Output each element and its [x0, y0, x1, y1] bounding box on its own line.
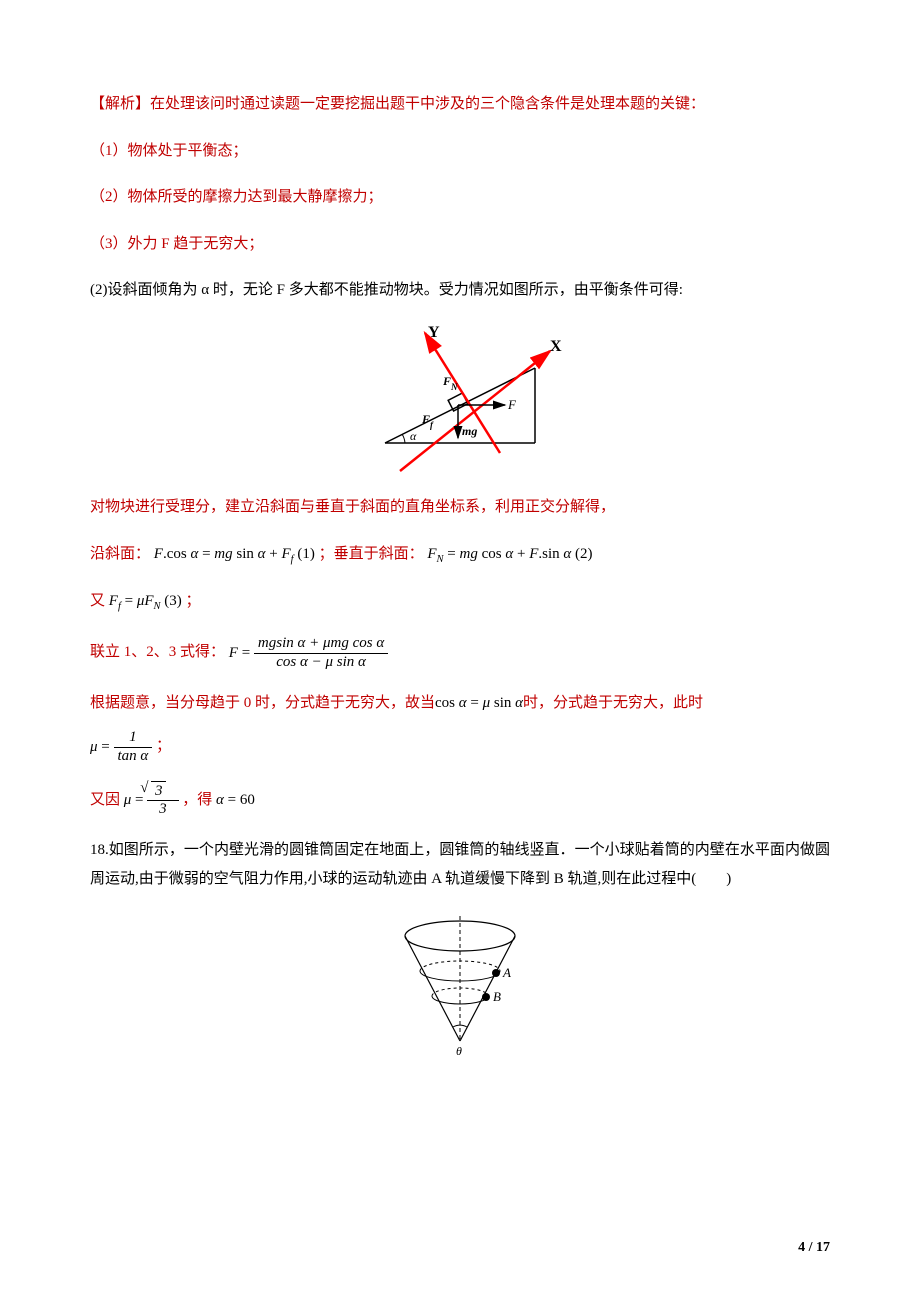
part2-intro: (2)设斜面倾角为 α 时，无论 F 多大都不能推动物块。受力情况如图所示，由平…	[90, 276, 830, 305]
eq-along-label: 沿斜面：	[90, 546, 150, 562]
incline-svg: α X Y F mg FN Ff	[350, 323, 570, 483]
eq-ff-label: 又	[90, 593, 105, 609]
combine-line: 联立 1、2、3 式得： F = mgsin α + μmg cos α cos…	[90, 635, 830, 671]
eq-ff-tail: ；	[186, 593, 201, 609]
eq-ff-line: 又 Ff = μFN (3) ；	[90, 587, 830, 617]
eq-perp-label: ；垂直于斜面：	[319, 546, 424, 562]
mu-tail: ；	[156, 739, 171, 755]
figure-cone: A B θ	[90, 911, 830, 1072]
y-axis-label: Y	[428, 324, 440, 341]
q18-text: 18.如图所示，一个内壁光滑的圆锥筒固定在地面上，圆锥筒的轴线竖直．一个小球贴着…	[90, 836, 830, 893]
mg-label: mg	[462, 424, 477, 438]
ff-label: Ff	[421, 412, 434, 430]
page-current: 4	[798, 1240, 805, 1255]
mu-line: μ = 1 tan α ；	[90, 729, 830, 765]
cone-b-label: B	[493, 989, 501, 1004]
alpha-label: α	[410, 429, 417, 443]
also-den: 3	[147, 801, 178, 818]
mu-num: 1	[114, 729, 153, 747]
equations-line: 沿斜面： F.cos α = mg sin α + Ff (1) ；垂直于斜面：…	[90, 540, 830, 570]
x-axis-label: X	[550, 338, 562, 355]
page-sep: /	[809, 1240, 813, 1255]
figure-incline: α X Y F mg FN Ff	[90, 323, 830, 494]
cone-a-label: A	[502, 965, 511, 980]
condition-3: （3）外力 F 趋于无穷大；	[90, 230, 830, 259]
meaning-line: 根据题意，当分母趋于 0 时，分式趋于无穷大，故当cos α = μ sin α…	[90, 689, 830, 718]
cone-svg: A B θ	[390, 911, 530, 1061]
also-line: 又因 μ = 3 √ 3 ，得 α = 60	[90, 783, 830, 819]
page: 【解析】在处理该问时通过读题一定要挖掘出题干中涉及的三个隐含条件是处理本题的关键…	[0, 0, 920, 1302]
solution-heading: 【解析】在处理该问时通过读题一定要挖掘出题干中涉及的三个隐含条件是处理本题的关键…	[90, 90, 830, 119]
combine-label: 联立 1、2、3 式得：	[90, 645, 225, 661]
meaning-b: 时，分式趋于无穷大，此时	[523, 695, 703, 711]
also-label: 又因	[90, 792, 120, 808]
force-f-label: F	[507, 397, 517, 412]
fn-label: FN	[442, 374, 458, 392]
theta-label: θ	[456, 1044, 462, 1058]
also-mid: ，得	[182, 792, 212, 808]
condition-1: （1）物体处于平衡态；	[90, 137, 830, 166]
page-total: 17	[816, 1240, 830, 1255]
force-analysis-text: 对物块进行受理分，建立沿斜面与垂直于斜面的直角坐标系，利用正交分解得，	[90, 493, 830, 522]
page-footer: 4 / 17	[798, 1235, 830, 1262]
meaning-a: 根据题意，当分母趋于 0 时，分式趋于无穷大，故当	[90, 695, 435, 711]
condition-2: （2）物体所受的摩擦力达到最大静摩擦力；	[90, 183, 830, 212]
